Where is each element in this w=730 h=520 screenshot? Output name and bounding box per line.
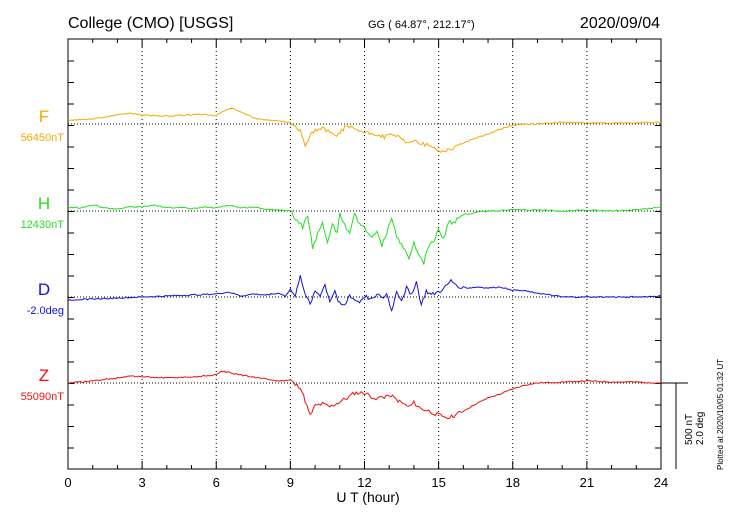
coordinates-label: GG ( 64.87°, 212.17°) — [368, 19, 475, 31]
component-label-h: H — [38, 194, 50, 213]
series-line-z — [67, 370, 661, 420]
baseline-value-h: 12430nT — [21, 219, 65, 231]
x-tick-label: 6 — [213, 475, 220, 490]
series-labels: F 56450nT H 12430nT D -2.0deg Z 55090nT — [21, 107, 65, 403]
plotted-at-note: Plotted at 2020/10/05 01:32 UT — [716, 359, 725, 470]
date-label: 2020/09/04 — [580, 15, 660, 32]
x-tick-label: 15 — [431, 475, 445, 490]
series-layer — [67, 107, 662, 420]
series-line-h — [67, 204, 662, 265]
x-tick-label: 18 — [506, 475, 520, 490]
x-tick-label: 21 — [580, 475, 594, 490]
baseline-lines — [68, 123, 661, 384]
series-line-d — [67, 275, 662, 313]
x-tick-label: 9 — [287, 475, 294, 490]
x-tick-label: 0 — [64, 475, 71, 490]
x-axis-label: U T (hour) — [336, 489, 399, 505]
station-title: College (CMO) [USGS] — [68, 15, 233, 32]
series-line-f — [67, 107, 662, 153]
x-tick-label: 3 — [139, 475, 146, 490]
x-tick-label: 24 — [654, 475, 668, 490]
x-tick-labels: 0 3 6 9 12 15 18 21 24 — [64, 475, 668, 490]
x-tick-label: 12 — [357, 475, 371, 490]
baseline-value-z: 55090nT — [21, 391, 65, 403]
baseline-value-d: -2.0deg — [27, 305, 64, 317]
component-label-d: D — [38, 280, 50, 299]
scale-bar-deg-label: 2.0 deg — [695, 412, 706, 445]
scale-bar-nt-label: 500 nT — [684, 414, 695, 445]
component-label-z: Z — [39, 366, 49, 385]
baseline-value-f: 56450nT — [21, 132, 65, 144]
grid-lines — [141, 39, 588, 469]
component-label-f: F — [39, 107, 49, 126]
